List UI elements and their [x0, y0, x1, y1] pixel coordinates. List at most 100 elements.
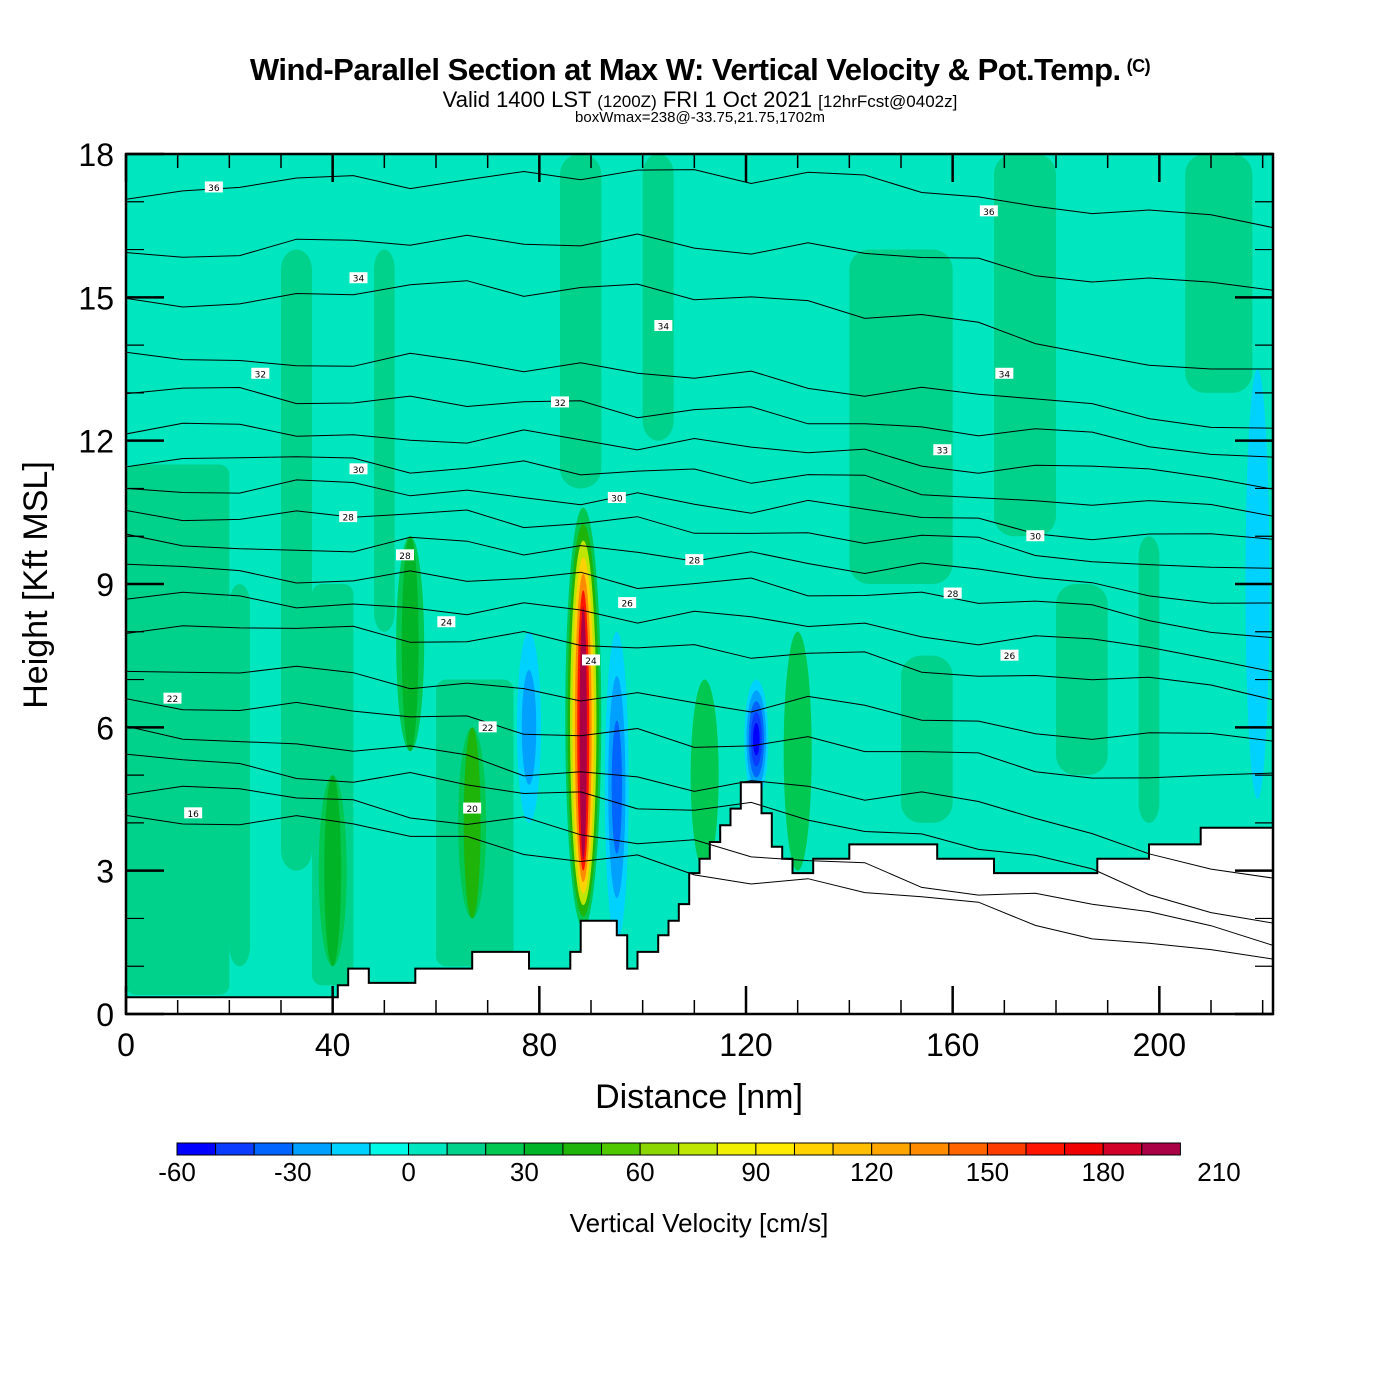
green-band-130 [789, 631, 807, 871]
contour-label: 24 [437, 616, 456, 629]
contour-label-text: 34 [999, 370, 1011, 380]
y-tick-label: 9 [96, 567, 114, 603]
contour-label-text: 26 [1004, 652, 1016, 662]
contour-label-text: 26 [621, 600, 633, 610]
colorbar-swatch [408, 1142, 448, 1156]
theta-contour-32 [126, 386, 1273, 458]
contour-label-text: 22 [167, 695, 178, 705]
chart-title-text: Wind-Parallel Section at Max W: Vertical… [249, 52, 1121, 87]
green-band-40 [324, 775, 342, 967]
colorbar-tick-label: 120 [850, 1157, 893, 1187]
contour-label-text: 20 [466, 805, 478, 815]
contour-label-text: 24 [585, 657, 597, 667]
contour-label-box [551, 396, 569, 408]
downdraft-95 [611, 720, 622, 854]
weak-updraft-band [1138, 536, 1160, 823]
weak-updraft-band [849, 249, 953, 585]
terrain [126, 781, 1273, 1014]
contour-label-box [654, 320, 673, 331]
y-tick-label: 3 [96, 854, 114, 890]
x-tick-label: 0 [117, 1027, 135, 1063]
contour-label: 28 [685, 554, 704, 567]
weak-updraft-band [642, 154, 674, 441]
colorbar-swatch [1102, 1142, 1143, 1156]
theta-contour-30 [126, 456, 1273, 517]
colorbar-swatch [948, 1142, 988, 1156]
contour-label-box [995, 367, 1014, 379]
colorbar-swatch [369, 1142, 410, 1156]
contour-label-text: 33 [937, 447, 948, 457]
contour-label-text: 28 [399, 552, 411, 562]
contour-label: 30 [349, 463, 368, 476]
theta-contour-31 [126, 422, 1273, 490]
colorbar-swatch [793, 1142, 834, 1156]
contour-label-text: 34 [658, 323, 670, 333]
colorbar-tick-label: 30 [510, 1157, 539, 1187]
weak-updraft-band [1056, 584, 1108, 776]
weak-updraft-band [901, 655, 953, 823]
colorbar-swatch [1141, 1142, 1181, 1156]
contour-label: 22 [478, 721, 497, 734]
weak-updraft-band [1185, 154, 1253, 393]
valid-utc: (1200Z) [597, 92, 657, 111]
weak-updraft-band [560, 154, 602, 489]
green-band-112 [696, 679, 714, 871]
contour-label: 20 [463, 802, 482, 815]
colorbar-swatch [716, 1142, 757, 1156]
weak-updraft-band [994, 154, 1056, 537]
colorbar-swatch [253, 1142, 294, 1156]
colorbar: -60 -30 0 30 60 90 120 150 180 210 [158, 1142, 1241, 1187]
contour-label: 32 [251, 367, 270, 380]
contour-labels: 36 34 34 36 32 32 34 33 30 28 30 30 28 28 28 26 24 24 26 22… [163, 181, 1045, 820]
contour-label: 22 [163, 692, 182, 705]
contour-label: 34 [654, 320, 673, 333]
contour-label: 24 [582, 654, 600, 667]
colorbar-swatch [485, 1142, 525, 1156]
contour-label-box [396, 549, 414, 561]
contour-label-box [478, 721, 497, 733]
green-band-55 [401, 536, 419, 752]
theta-contour-34 [126, 280, 1273, 370]
colorbar-swatch [755, 1142, 795, 1156]
contour-label-text: 32 [255, 370, 266, 380]
copyright-mark: (C) [1126, 56, 1151, 76]
contour-label-box [933, 444, 952, 456]
theta-contour-16 [126, 814, 1273, 960]
contour-label-box [349, 463, 368, 475]
contour-label-box [607, 492, 626, 503]
contour-label-box [184, 807, 203, 819]
colorbar-swatch [523, 1142, 564, 1156]
downdraft-122 [753, 722, 760, 756]
contour-label-box [163, 692, 182, 704]
x-tick-label: 80 [522, 1027, 558, 1063]
theta-contour-18 [126, 785, 1273, 946]
contour-label: 26 [618, 597, 637, 610]
contour-label-box [582, 654, 600, 666]
x-tick-label: 40 [315, 1027, 351, 1063]
contour-label: 36 [204, 181, 223, 194]
theta-contour-21 [126, 725, 1273, 879]
contour-label: 28 [943, 587, 962, 600]
contour-label: 34 [349, 272, 368, 285]
x-tick-label: 160 [926, 1027, 979, 1063]
contour-label-box [463, 802, 482, 814]
colorbar-swatch [215, 1142, 255, 1156]
contour-label-box [204, 181, 223, 193]
theta-contour-29 [126, 479, 1273, 541]
colorbar-swatch [909, 1142, 950, 1156]
colorbar-swatch [1025, 1142, 1066, 1156]
contour-label-text: 30 [1030, 533, 1042, 543]
weak-updraft-band [126, 464, 230, 995]
contour-label: 34 [995, 367, 1014, 380]
theta-contour-36 [126, 169, 1273, 229]
colorbar-tick-label: 150 [966, 1157, 1009, 1187]
contour-label-box [251, 367, 270, 379]
colorbar-swatch [562, 1142, 603, 1156]
contour-label: 28 [396, 549, 414, 562]
colorbar-tick-label: 180 [1082, 1157, 1125, 1187]
y-axis-title: Height [Kft MSL] [17, 461, 55, 709]
y-tick-label: 12 [78, 424, 114, 460]
x-tick-label: 200 [1133, 1027, 1186, 1063]
y-tick-label: 18 [78, 137, 114, 173]
